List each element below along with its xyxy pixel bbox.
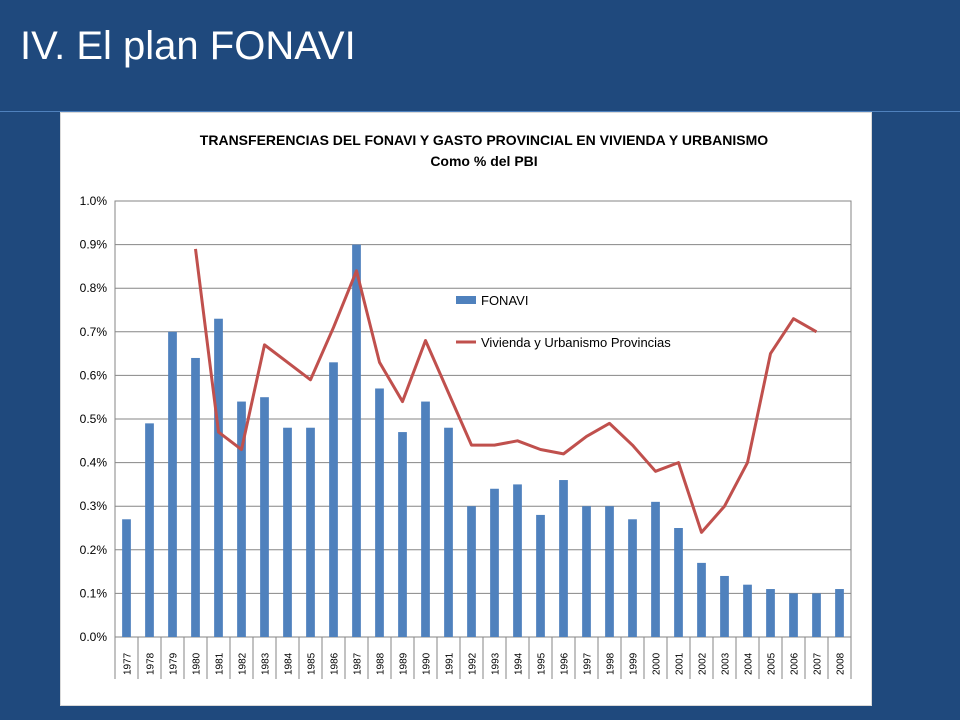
bar-fonavi	[283, 427, 292, 637]
bar-fonavi	[467, 506, 476, 637]
x-tick-label: 1991	[445, 652, 456, 675]
bar-fonavi	[674, 528, 683, 637]
bar-fonavi	[766, 589, 775, 637]
x-tick-label: 1986	[330, 652, 341, 675]
x-tick-label: 1987	[353, 652, 364, 675]
y-tick-label: 0.6%	[80, 368, 108, 382]
bar-fonavi	[168, 331, 177, 637]
legend: FONAVI Vivienda y Urbanismo Provincias	[456, 293, 671, 350]
x-tick-label: 1996	[560, 652, 571, 675]
bar-series	[122, 244, 844, 637]
x-tick-label: 1979	[169, 652, 180, 675]
x-axis: 1977 1978 1979 1980 1981 1982 1983 1984 1985 1986…	[114, 637, 852, 679]
x-tick-label: 2006	[790, 652, 801, 675]
x-tick-label: 1980	[192, 652, 203, 675]
x-tick-label: 1988	[376, 652, 387, 675]
x-tick-label: 2008	[836, 652, 847, 675]
bar-fonavi	[651, 501, 660, 637]
bar-fonavi	[398, 432, 407, 637]
x-tick-label: 1994	[514, 652, 525, 675]
x-tick-label: 2003	[721, 652, 732, 675]
x-tick-label: 2002	[698, 652, 709, 675]
bar-fonavi	[559, 480, 568, 637]
x-tick-label: 1989	[399, 652, 410, 675]
x-tick-label: 1999	[629, 652, 640, 675]
bar-fonavi	[697, 562, 706, 637]
bar-fonavi	[421, 401, 430, 637]
y-tick-label: 0.5%	[80, 412, 108, 426]
x-tick-label: 1982	[238, 652, 249, 675]
line-vivienda-urbanismo	[194, 248, 818, 534]
x-tick-label: 1977	[123, 652, 134, 675]
y-tick-label: 0.4%	[80, 456, 108, 470]
y-tick-label: 0.9%	[80, 238, 108, 252]
bar-fonavi	[260, 397, 269, 637]
x-tick-label: 1992	[468, 652, 479, 675]
x-tick-label: 1995	[537, 652, 548, 675]
bar-fonavi	[145, 423, 154, 637]
x-tick-label: 2001	[675, 652, 686, 675]
legend-label-vivienda: Vivienda y Urbanismo Provincias	[481, 335, 671, 350]
x-tick-label: 1983	[261, 652, 272, 675]
bar-fonavi	[835, 589, 844, 637]
bar-fonavi	[513, 484, 522, 637]
x-tick-label: 1990	[422, 652, 433, 675]
legend-swatch-fonavi	[456, 296, 476, 304]
y-tick-label: 0.3%	[80, 499, 108, 513]
bar-fonavi	[191, 357, 200, 637]
chart-subtitle: Como % del PBI	[430, 153, 537, 169]
chart-title: TRANSFERENCIAS DEL FONAVI Y GASTO PROVIN…	[200, 132, 768, 148]
x-tick-label: 1998	[606, 652, 617, 675]
x-tick-label: 1993	[491, 652, 502, 675]
bar-fonavi	[812, 593, 821, 637]
bar-fonavi	[122, 519, 131, 637]
x-tick-label: 1981	[215, 652, 226, 675]
x-tick-label: 2005	[767, 652, 778, 675]
y-tick-label: 0.0%	[80, 630, 108, 644]
bar-fonavi	[536, 514, 545, 637]
title-divider	[0, 111, 960, 112]
x-tick-label: 1985	[307, 652, 318, 675]
bar-fonavi	[582, 506, 591, 637]
y-tick-label: 1.0%	[80, 194, 108, 208]
bar-fonavi	[605, 506, 614, 637]
bar-fonavi	[490, 488, 499, 637]
fonavi-chart: TRANSFERENCIAS DEL FONAVI Y GASTO PROVIN…	[80, 132, 852, 679]
x-tick-label: 1984	[284, 652, 295, 675]
bar-fonavi	[352, 244, 361, 637]
x-tick-label: 1978	[146, 652, 157, 675]
y-tick-label: 0.1%	[80, 586, 108, 600]
line-series	[194, 248, 818, 534]
y-tick-label: 0.2%	[80, 543, 108, 557]
bar-fonavi	[306, 427, 315, 637]
bar-fonavi	[720, 575, 729, 637]
y-tick-label: 0.7%	[80, 325, 108, 339]
bar-fonavi	[214, 318, 223, 637]
slide-title: IV. El plan FONAVI	[20, 24, 356, 68]
y-axis: 0.0% 0.1% 0.2% 0.3% 0.4% 0.5% 0.6% 0.7% 0.8% 0.9%…	[80, 194, 108, 644]
bar-fonavi	[743, 584, 752, 637]
x-tick-label: 1997	[583, 652, 594, 675]
bar-fonavi	[329, 362, 338, 637]
bar-fonavi	[237, 401, 246, 637]
legend-label-fonavi: FONAVI	[481, 293, 528, 308]
bar-fonavi	[789, 593, 798, 637]
y-tick-label: 0.8%	[80, 281, 108, 295]
gridlines	[114, 200, 852, 638]
x-tick-label: 2000	[652, 652, 663, 675]
x-tick-label: 2007	[813, 652, 824, 675]
chart-frame: TRANSFERENCIAS DEL FONAVI Y GASTO PROVIN…	[60, 112, 872, 706]
bar-fonavi	[444, 427, 453, 637]
x-tick-label: 2004	[744, 652, 755, 675]
bar-fonavi	[628, 519, 637, 637]
bar-fonavi	[375, 388, 384, 637]
